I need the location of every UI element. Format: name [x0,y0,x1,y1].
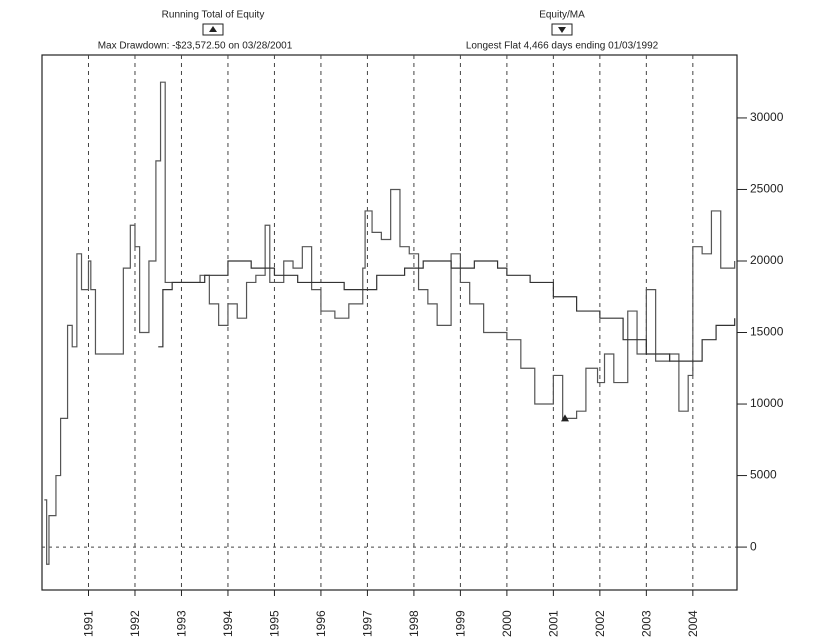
x-tick-label: 1995 [268,610,282,637]
x-tick-label: 1999 [454,610,468,637]
x-tick-label: 1993 [175,610,189,637]
y-tick-label: 30000 [750,110,784,124]
x-tick-label: 1998 [407,610,421,637]
x-tick-label: 2003 [640,610,654,637]
series-line [158,260,736,362]
legend-entry: Equity/MA [539,10,585,21]
x-tick-label: 2001 [547,610,561,637]
y-tick-label: 0 [750,539,757,553]
x-tick-label: 1994 [221,610,235,637]
y-tick-label: 15000 [750,325,784,339]
y-tick-label: 5000 [750,468,777,482]
plot-frame [41,54,738,591]
x-tick-label: 1991 [82,610,96,637]
series-line [44,81,736,565]
y-tick-label: 20000 [750,253,784,267]
drawdown-marker [560,414,569,422]
y-tick-label: 25000 [750,182,784,196]
x-tick-label: 1997 [361,610,375,637]
legend-entry: Running Total of Equity [162,10,265,21]
annotation: Max Drawdown: -$23,572.50 on 03/28/2001 [98,41,293,52]
x-tick-label: 2002 [593,610,607,637]
legend-icon [209,26,217,32]
annotation: Longest Flat 4,466 days ending 01/03/199… [466,41,659,52]
legend-icon [558,27,566,33]
y-tick-label: 10000 [750,396,784,410]
x-tick-label: 2000 [500,610,514,637]
x-tick-label: 1992 [128,610,142,637]
x-tick-label: 1996 [314,610,328,637]
x-tick-label: 2004 [686,610,700,637]
